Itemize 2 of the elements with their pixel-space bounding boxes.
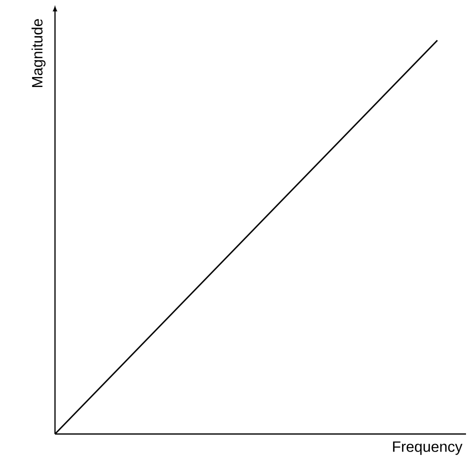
y-axis-title: Magnitude — [32, 19, 46, 88]
x-axis-title: Frequency — [393, 442, 462, 455]
